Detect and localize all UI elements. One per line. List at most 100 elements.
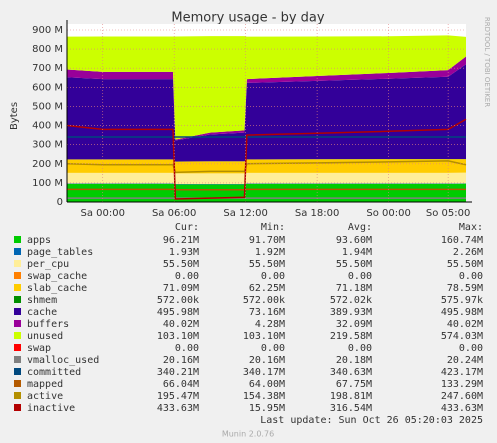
stat-value: 154.38M	[243, 391, 285, 402]
stat-value: 64.00M	[249, 379, 285, 390]
stats-header: Avg:	[348, 222, 372, 233]
stat-value: 0.00	[175, 343, 199, 354]
line	[66, 118, 467, 200]
x-tick-label: Sa 18:00	[295, 208, 339, 219]
legend-label: slab_cache	[27, 283, 87, 294]
stat-value: 340.63M	[330, 367, 372, 378]
stat-value: 103.10M	[243, 331, 285, 342]
stat-value: 160.74M	[441, 235, 483, 246]
stat-value: 0.00	[261, 271, 285, 282]
y-tick-label: 400 M	[32, 121, 63, 132]
stat-value: 40.02M	[447, 319, 483, 330]
stat-value: 55.50M	[163, 259, 199, 270]
stat-value: 495.98M	[441, 307, 483, 318]
stat-value: 71.18M	[336, 283, 372, 294]
stat-value: 1.94M	[342, 247, 372, 258]
legend-swatch	[14, 356, 21, 363]
stat-value: 20.16M	[163, 355, 199, 366]
area	[67, 183, 466, 185]
legend-swatch	[14, 368, 21, 375]
x-tick-label: Sa 06:00	[152, 208, 196, 219]
stat-value: 572.02k	[330, 295, 372, 306]
legend-swatch	[14, 404, 21, 411]
stat-value: 340.17M	[243, 367, 285, 378]
stat-value: 433.63M	[441, 403, 483, 414]
stats-header: Min:	[261, 222, 285, 233]
y-tick-label: 300 M	[32, 140, 63, 151]
stat-value: 1.92M	[255, 247, 285, 258]
stat-value: 32.09M	[336, 319, 372, 330]
stat-value: 2.26M	[453, 247, 483, 258]
area	[67, 35, 466, 140]
legend-swatch	[14, 332, 21, 339]
stat-value: 15.95M	[249, 403, 285, 414]
legend-label: shmem	[27, 295, 57, 306]
stat-value: 247.60M	[441, 391, 483, 402]
stat-value: 20.16M	[249, 355, 285, 366]
stat-value: 73.16M	[249, 307, 285, 318]
stat-value: 20.18M	[336, 355, 372, 366]
y-tick-label: 500 M	[32, 101, 63, 112]
legend-swatch	[14, 392, 21, 399]
last-update: Last update: Sun Oct 26 05:20:03 2025	[260, 415, 483, 426]
stats-header: Cur:	[175, 222, 199, 233]
stat-value: 55.50M	[249, 259, 285, 270]
y-tick-label: 600 M	[32, 82, 63, 93]
legend-swatch	[14, 284, 21, 291]
stat-value: 0.00	[348, 343, 372, 354]
legend-label: unused	[27, 331, 63, 342]
legend-label: buffers	[27, 319, 69, 330]
stat-value: 93.60M	[336, 235, 372, 246]
stat-value: 20.24M	[447, 355, 483, 366]
line	[66, 160, 467, 174]
legend-swatch	[14, 236, 21, 243]
stat-value: 67.75M	[336, 379, 372, 390]
stat-value: 103.10M	[157, 331, 199, 342]
stat-value: 219.58M	[330, 331, 372, 342]
legend-label: apps	[27, 235, 51, 246]
legend-swatch	[14, 260, 21, 267]
y-tick-label: 0	[57, 197, 63, 208]
stat-value: 316.54M	[330, 403, 372, 414]
legend-swatch	[14, 248, 21, 255]
legend-label: per_cpu	[27, 259, 69, 270]
x-tick-label: So 00:00	[366, 208, 410, 219]
stat-value: 0.00	[261, 343, 285, 354]
legend-label: active	[27, 391, 63, 402]
stat-value: 340.21M	[157, 367, 199, 378]
legend-label: swap	[27, 343, 51, 354]
x-tick-label: So 05:00	[426, 208, 470, 219]
legend-swatch	[14, 380, 21, 387]
x-tick-label: Sa 00:00	[80, 208, 124, 219]
legend-swatch	[14, 296, 21, 303]
stat-value: 574.03M	[441, 331, 483, 342]
legend-swatch	[14, 320, 21, 327]
stat-value: 62.25M	[249, 283, 285, 294]
stat-value: 198.81M	[330, 391, 372, 402]
legend-label: mapped	[27, 379, 63, 390]
legend-swatch	[14, 272, 21, 279]
legend-swatch	[14, 344, 21, 351]
stat-value: 55.50M	[336, 259, 372, 270]
y-tick-label: 700 M	[32, 63, 63, 74]
legend-label: page_tables	[27, 247, 93, 258]
stat-value: 572.00k	[243, 295, 285, 306]
area	[67, 56, 466, 141]
stat-value: 66.04M	[163, 379, 199, 390]
footer: Munin 2.0.76	[222, 430, 274, 439]
y-tick-label: 200 M	[32, 159, 63, 170]
stat-value: 423.17M	[441, 367, 483, 378]
stat-value: 0.00	[175, 271, 199, 282]
stat-value: 195.47M	[157, 391, 199, 402]
legend-label: cache	[27, 307, 57, 318]
stat-value: 433.63M	[157, 403, 199, 414]
area	[67, 172, 466, 185]
stat-value: 55.50M	[447, 259, 483, 270]
stat-value: 1.93M	[169, 247, 199, 258]
legend-label: committed	[27, 367, 81, 378]
legend-label: swap_cache	[27, 271, 87, 282]
y-tick-label: 900 M	[32, 25, 63, 36]
stat-value: 575.97k	[441, 295, 483, 306]
stat-value: 572.00k	[157, 295, 199, 306]
